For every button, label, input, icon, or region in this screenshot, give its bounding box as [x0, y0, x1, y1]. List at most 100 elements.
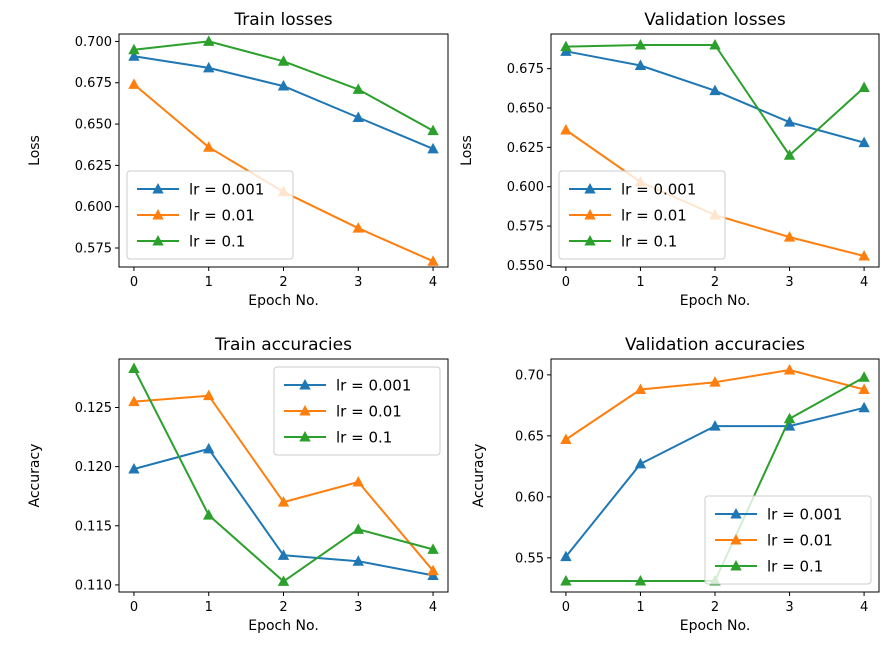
x-tick-label: 4: [860, 275, 868, 290]
data-point-marker: [203, 442, 215, 454]
legend-box: [704, 495, 872, 585]
legend-box: [558, 170, 726, 260]
subplot-3: 0 1 2 3 4 0.110 0.115 0.120 0.125 Train accuracie…: [27, 335, 449, 634]
legend-marker-swatch: [584, 183, 596, 194]
y-tick-label: 0.650: [507, 101, 544, 116]
x-tick-label: 1: [205, 275, 213, 290]
data-point-marker: [427, 124, 439, 136]
legend-marker-swatch: [299, 379, 311, 390]
x-axis-label: Epoch No.: [248, 618, 319, 634]
data-point-marker: [352, 476, 364, 487]
data-point-marker: [858, 249, 870, 261]
legend-label: lr = 0.01: [767, 532, 833, 550]
series-line: [133, 55, 434, 150]
legend-label: lr = 0.1: [767, 558, 823, 576]
data-point-marker: [634, 39, 647, 50]
series-3: [128, 35, 439, 136]
series-1: [128, 442, 439, 580]
legend-label: lr = 0.01: [621, 207, 687, 225]
x-tick-label: 2: [711, 600, 719, 615]
data-point-marker: [709, 84, 721, 96]
y-tick-label: 0.625: [507, 141, 544, 156]
x-tick-label: 4: [429, 600, 437, 615]
series-1: [560, 45, 870, 148]
data-point-marker: [858, 401, 870, 413]
data-point-marker: [427, 564, 439, 576]
series-3: [128, 362, 439, 586]
data-point-marker: [783, 149, 796, 160]
series-2: [560, 363, 870, 445]
data-point-marker: [352, 111, 364, 122]
legend-label: lr = 0.01: [336, 403, 402, 421]
x-tick-label: 1: [205, 600, 213, 615]
data-point-marker: [277, 496, 290, 507]
x-tick-label: 3: [354, 275, 362, 290]
y-axis-label: Accuracy: [27, 444, 43, 508]
data-point-marker: [427, 543, 439, 554]
data-point-marker: [783, 412, 796, 424]
legend-label: lr = 0.1: [336, 429, 392, 447]
data-point-marker: [128, 362, 140, 373]
x-tick-label: 2: [279, 600, 287, 615]
y-tick-label: 0.650: [75, 118, 112, 133]
chart-title: Train losses: [233, 10, 332, 30]
y-tick-label: 0.550: [507, 259, 544, 274]
data-point-marker: [277, 575, 290, 586]
data-point-marker: [128, 395, 140, 407]
chart-title: Train accuracies: [214, 335, 352, 355]
legend-label: lr = 0.001: [767, 506, 842, 524]
data-point-marker: [352, 83, 364, 94]
series-1: [560, 401, 870, 562]
x-tick-label: 2: [279, 275, 287, 290]
data-point-marker: [352, 555, 364, 566]
legend-marker-swatch: [152, 209, 164, 220]
y-tick-label: 0.575: [75, 241, 112, 256]
data-point-marker: [128, 43, 140, 55]
legend-box: [273, 366, 441, 456]
data-point-marker: [277, 549, 290, 560]
data-point-marker: [858, 136, 870, 148]
data-point-marker: [128, 50, 140, 61]
data-point-marker: [560, 433, 572, 445]
series-3: [560, 39, 870, 160]
x-axis-label: Epoch No.: [248, 293, 319, 309]
legend-label: lr = 0.01: [189, 207, 255, 225]
x-tick-label: 3: [785, 275, 793, 290]
data-point-marker: [858, 371, 870, 382]
subplot-4: 0 1 2 3 4 0.55 0.60 0.65 0.70 Validation accuraci…: [471, 335, 880, 634]
legend-label: lr = 0.1: [621, 233, 677, 251]
data-point-marker: [277, 80, 290, 91]
data-point-marker: [634, 383, 647, 394]
data-point-marker: [277, 55, 290, 66]
series-line: [565, 44, 865, 157]
x-tick-label: 2: [711, 275, 719, 290]
data-point-marker: [352, 222, 364, 233]
legend-label: lr = 0.001: [621, 181, 696, 199]
y-tick-label: 0.625: [75, 159, 112, 174]
data-point-marker: [427, 255, 439, 266]
y-tick-label: 0.675: [75, 76, 112, 91]
legend-marker-swatch: [730, 560, 742, 571]
data-point-marker: [203, 389, 215, 401]
data-point-marker: [560, 124, 572, 135]
data-point-marker: [427, 142, 439, 154]
data-point-marker: [783, 116, 796, 127]
data-point-marker: [709, 420, 721, 431]
y-tick-label: 0.575: [507, 220, 544, 235]
data-point-marker: [783, 363, 796, 375]
data-point-marker: [858, 383, 870, 394]
data-point-marker: [560, 550, 572, 562]
data-point-marker: [634, 457, 647, 469]
legend-box: [126, 170, 294, 260]
x-tick-label: 4: [429, 275, 437, 290]
legend-marker-swatch: [584, 235, 596, 246]
y-tick-label: 0.600: [507, 180, 544, 195]
data-point-marker: [783, 231, 796, 242]
y-tick-label: 0.700: [75, 35, 112, 50]
y-tick-label: 0.55: [515, 551, 544, 566]
x-tick-label: 0: [562, 600, 570, 615]
x-tick-label: 3: [354, 600, 362, 615]
x-tick-label: 0: [130, 275, 138, 290]
y-tick-label: 0.110: [75, 578, 112, 593]
legend-label: lr = 0.001: [336, 377, 411, 395]
